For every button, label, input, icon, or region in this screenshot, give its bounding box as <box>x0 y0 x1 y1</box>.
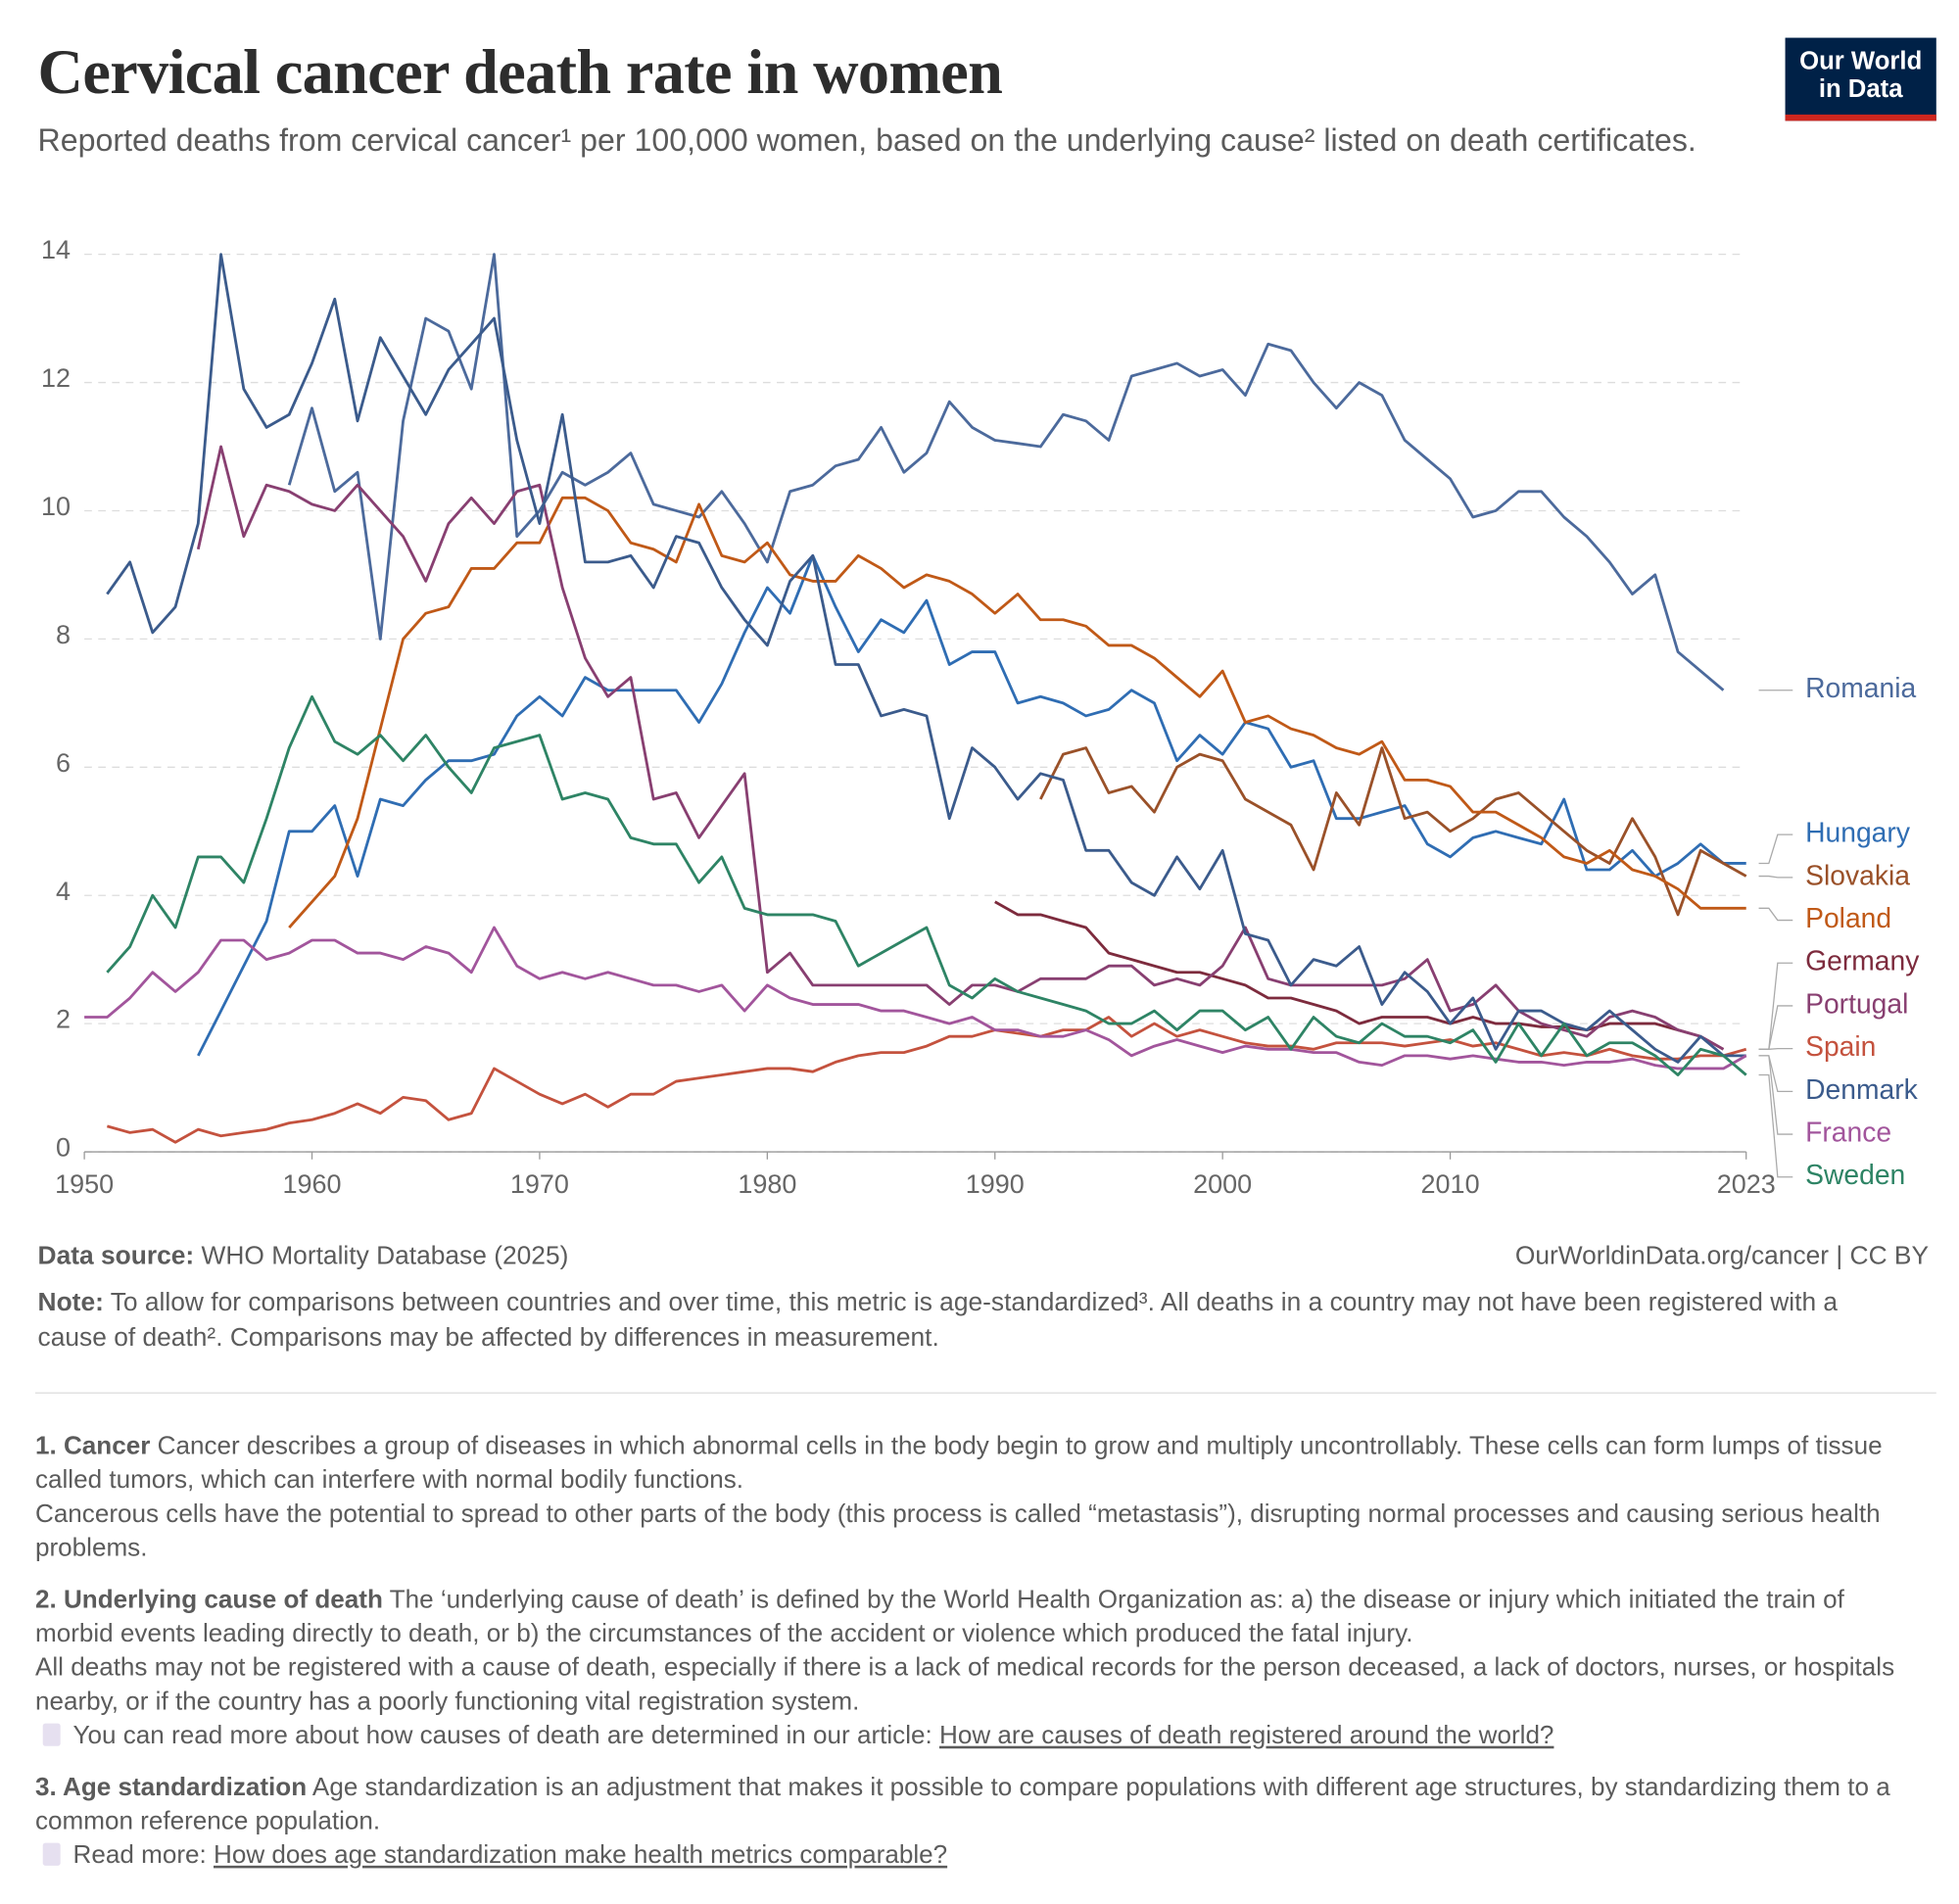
doc-icon <box>42 1842 61 1866</box>
source: Data source: WHO Mortality Database (202… <box>38 1239 569 1274</box>
y-tick-label: 10 <box>41 492 71 521</box>
footnote-paragraph: 1. Cancer Cancer describes a group of di… <box>35 1430 1918 1498</box>
y-tick-label: 6 <box>56 748 71 778</box>
footnote-paragraph: 2. Underlying cause of death The ‘underl… <box>35 1584 1918 1651</box>
y-tick-label: 4 <box>56 877 71 906</box>
legend-label: Hungary <box>1805 817 1911 848</box>
footnote-title: 3. Age standardization <box>34 1773 308 1802</box>
legend-label: Slovakia <box>1805 859 1910 890</box>
footnote-link-line: Read more: How does age standardization … <box>35 1839 1918 1874</box>
logo[interactable]: Our World in Data <box>1785 37 1936 121</box>
legend-connector <box>1758 833 1793 865</box>
series-line <box>197 553 1746 1057</box>
y-tick-label: 2 <box>56 1005 71 1034</box>
subtitle: Reported deaths from cervical cancer¹ pe… <box>37 122 1696 159</box>
legend-label: Germany <box>1805 945 1920 976</box>
footnote-text: Cancer describes a group of diseases in … <box>34 1432 1883 1495</box>
x-tick-label: 1950 <box>55 1169 114 1199</box>
series-line <box>288 496 1746 928</box>
footnote-link-line: You can read more about how causes of de… <box>35 1720 1918 1754</box>
divider <box>34 1392 1936 1394</box>
footnote: 3. Age standardization Age standardizati… <box>35 1771 1918 1873</box>
footnote: 1. Cancer Cancer describes a group of di… <box>35 1430 1918 1566</box>
legend-connector <box>1758 1055 1793 1092</box>
legend-label: Romania <box>1805 672 1916 703</box>
footnote-title: 1. Cancer <box>34 1432 151 1460</box>
x-tick-label: 2010 <box>1421 1169 1480 1199</box>
legend-label: Denmark <box>1805 1073 1919 1105</box>
x-tick-label: 1970 <box>510 1169 569 1199</box>
note: Note: To allow for comparisons between c… <box>38 1285 1914 1356</box>
source-text: WHO Mortality Database (2025) <box>201 1241 569 1270</box>
series-line <box>106 253 1746 1064</box>
series-line <box>994 900 1725 1051</box>
legend-connector <box>1758 907 1793 922</box>
footnote-title: 2. Underlying cause of death <box>34 1586 383 1614</box>
series-line <box>287 253 1725 691</box>
note-text: To allow for comparisons between countri… <box>37 1287 1839 1353</box>
x-tick-label: 1990 <box>966 1169 1025 1199</box>
legend-connector <box>1758 1005 1793 1050</box>
title: Cervical cancer death rate in women <box>37 36 1003 108</box>
legend-connector <box>1758 1073 1793 1178</box>
link-prefix: Read more: <box>72 1841 207 1870</box>
series-line <box>196 445 1725 1051</box>
x-tick-label: 2023 <box>1717 1169 1776 1199</box>
footnote-link[interactable]: How are causes of death registered aroun… <box>938 1722 1554 1750</box>
source-label: Data source: <box>37 1241 195 1270</box>
footnote-text: All deaths may not be registered with a … <box>34 1653 1895 1716</box>
footnotes: 1. Cancer Cancer describes a group of di… <box>35 1430 1918 1890</box>
legend-label: Portugal <box>1805 987 1908 1019</box>
x-tick-label: 1960 <box>283 1169 342 1199</box>
legend-connector <box>1758 875 1793 879</box>
chart: 0 2 4 6 8 10 12 14 1950 1960 1970 1980 1990 2000 2010 2… <box>41 235 1920 1199</box>
footnote-paragraph: All deaths may not be registered with a … <box>35 1651 1918 1719</box>
y-tick-label: 14 <box>41 235 71 264</box>
url[interactable]: OurWorldinData.org/cancer | CC BY <box>1514 1241 1930 1270</box>
footnote-link[interactable]: How does age standardization make health… <box>213 1841 948 1870</box>
link-prefix: You can read more about how causes of de… <box>72 1722 932 1750</box>
footnote-paragraph: Cancerous cells have the potential to sp… <box>35 1499 1918 1566</box>
footnote: 2. Underlying cause of death The ‘underl… <box>35 1584 1918 1754</box>
footnote-text: Age standardization is an adjustment tha… <box>34 1773 1890 1835</box>
note-label: Note: <box>37 1287 104 1317</box>
legend-label: Spain <box>1805 1030 1876 1062</box>
legend-label: Sweden <box>1805 1159 1905 1190</box>
y-tick-label: 8 <box>56 620 71 649</box>
legend-label: Poland <box>1805 902 1891 933</box>
logo-text: Our World <box>1799 47 1923 76</box>
series-line <box>1039 746 1747 917</box>
legend-connector <box>1758 1055 1793 1135</box>
legend-connector <box>1758 1048 1793 1050</box>
footnote-text: Cancerous cells have the potential to sp… <box>34 1500 1881 1563</box>
footnote-text: The ‘underlying cause of death’ is defin… <box>34 1586 1844 1648</box>
legend-label: France <box>1805 1117 1891 1148</box>
series-line <box>106 1016 1747 1144</box>
y-tick-label: 12 <box>41 363 71 393</box>
doc-icon <box>42 1723 61 1746</box>
logo-text: in Data <box>1818 75 1903 104</box>
x-tick-label: 1980 <box>738 1169 796 1199</box>
series-line <box>84 926 1747 1071</box>
series-line <box>106 694 1747 1076</box>
y-tick-label: 0 <box>56 1133 71 1163</box>
x-tick-label: 2000 <box>1193 1169 1252 1199</box>
footnote-paragraph: 3. Age standardization Age standardizati… <box>35 1771 1918 1838</box>
